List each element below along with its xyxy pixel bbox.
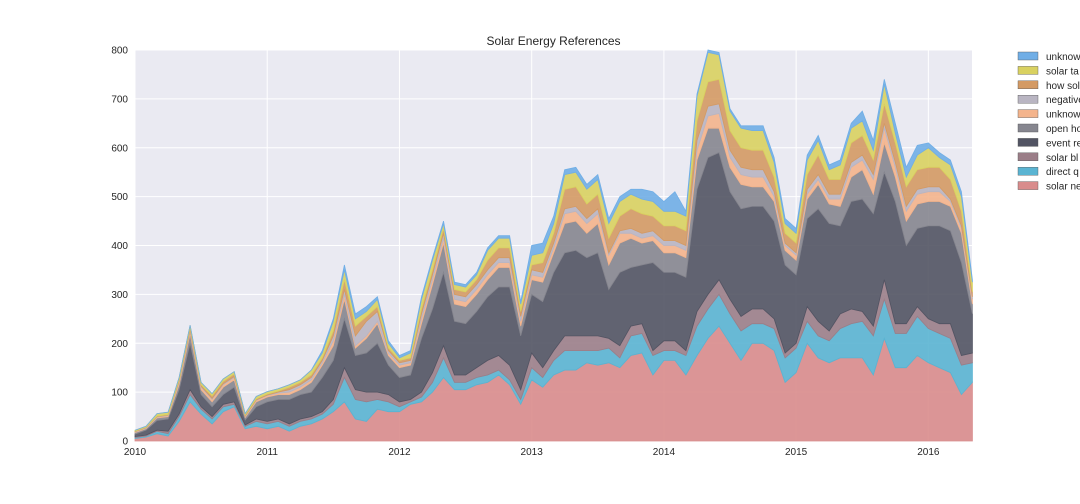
- legend: unknow solar ta how sol negative unknow open …: [1017, 51, 1080, 193]
- legend-swatch: [1017, 94, 1039, 104]
- legend-label: negative: [1046, 95, 1080, 106]
- legend-swatch: [1017, 166, 1039, 176]
- legend-swatch: [1017, 66, 1039, 75]
- legend-swatch: [1017, 123, 1039, 133]
- x-tick-label: 2013: [521, 447, 544, 458]
- x-tick-label: 2015: [785, 447, 808, 458]
- legend-label: open ho: [1046, 124, 1080, 135]
- area-series-9: [134, 49, 973, 431]
- x-tick-label: 2012: [388, 447, 411, 458]
- y-tick-label: 800: [111, 46, 128, 57]
- y-tick-label: 700: [111, 94, 128, 105]
- chart-title: Solar Energy References: [486, 34, 620, 48]
- y-tick-label: 0: [122, 437, 128, 448]
- legend-swatch: [1017, 181, 1039, 190]
- x-tick-label: 2014: [653, 447, 676, 458]
- legend-label: solar bl: [1046, 153, 1078, 164]
- y-tick-label: 200: [111, 339, 128, 350]
- y-tick-label: 500: [111, 192, 128, 203]
- y-axis-ticks: 0 100 200 300 400 500 600 700 800: [111, 46, 128, 448]
- x-tick-label: 2016: [917, 447, 940, 458]
- legend-swatch: [1017, 109, 1039, 118]
- legend-swatch: [1017, 80, 1039, 90]
- legend-label: direct q: [1046, 167, 1079, 178]
- legend-swatch: [1017, 138, 1039, 147]
- y-tick-label: 300: [111, 290, 128, 301]
- y-tick-label: 600: [111, 143, 128, 154]
- legend-swatch: [1017, 152, 1039, 162]
- legend-swatch: [1017, 51, 1039, 61]
- y-tick-label: 400: [111, 241, 128, 252]
- y-tick-label: 100: [111, 388, 128, 399]
- legend-label: solar ta: [1046, 66, 1079, 77]
- legend-label: solar ne: [1046, 182, 1080, 193]
- x-tick-label: 2010: [124, 447, 147, 458]
- stacked-areas: [134, 49, 973, 442]
- legend-label: event re: [1046, 138, 1080, 149]
- legend-label: unknow: [1046, 52, 1080, 63]
- x-axis-ticks: 2010 2011 2012 2013 2014 2015 2016: [124, 447, 940, 458]
- legend-label: how sol: [1046, 81, 1080, 92]
- x-tick-label: 2011: [256, 447, 278, 458]
- legend-label: unknow: [1046, 110, 1080, 121]
